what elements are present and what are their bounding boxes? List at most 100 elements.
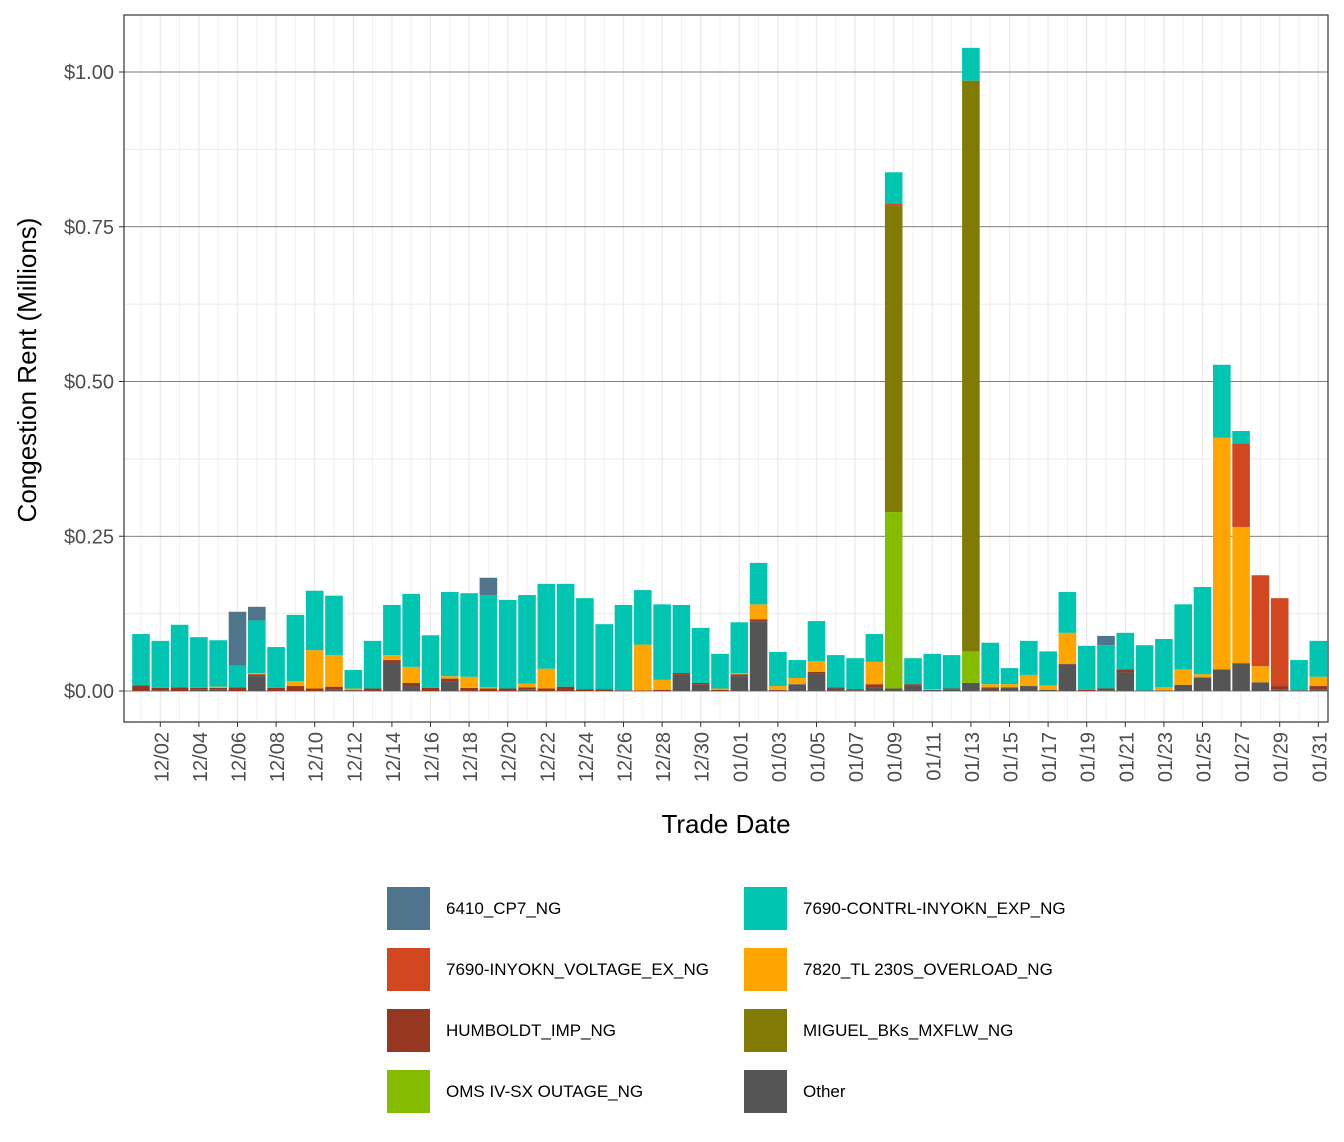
bar-segment (730, 673, 749, 675)
x-tick-label: 12/02 (151, 732, 173, 782)
stacked-bar-chart: $0.00 $0.25 $0.50 $0.75 $1.00 12/02 12/04 12/0… (12, 14, 1331, 839)
x-tick-label: 01/19 (1078, 732, 1100, 782)
bar-segment (132, 634, 150, 686)
x-tick-label: 01/29 (1271, 732, 1293, 782)
bar-segment (962, 80, 980, 652)
bar-segment (1232, 526, 1250, 664)
bar-segment (325, 686, 343, 690)
bar-segment (479, 687, 498, 689)
bar-segment (1116, 672, 1135, 691)
bar-segment (1039, 651, 1057, 686)
bar-segment (1309, 689, 1328, 691)
legend-swatch (387, 1009, 430, 1052)
bar-segment (769, 686, 787, 690)
x-tick-label: 01/25 (1194, 732, 1216, 782)
bar-segment (846, 689, 864, 691)
x-tick-label: 12/04 (190, 732, 212, 782)
bar-segment (981, 684, 999, 688)
bar-segment (248, 676, 266, 691)
bar-segment (846, 658, 864, 690)
bar-segment (691, 682, 710, 685)
bar-segment (1097, 645, 1115, 689)
bar-segment (441, 591, 459, 677)
legend-swatch (744, 948, 787, 991)
bar-segment (942, 689, 961, 691)
bar-segment (1290, 690, 1308, 691)
bar-segment (904, 658, 922, 685)
legend-label: OMS IV-SX OUTAGE_NG (446, 1081, 644, 1101)
bar-segment (923, 689, 942, 690)
bar-segment (653, 679, 671, 690)
bar-segment (749, 562, 768, 605)
bar-segment (1213, 437, 1231, 670)
bar-segment (1251, 575, 1270, 667)
bar-segment (421, 635, 440, 688)
y-tick-label: $0.50 (64, 372, 114, 394)
bar-segment (1213, 669, 1231, 691)
bar-segment (749, 621, 768, 691)
bar-segment (769, 690, 787, 691)
bar-segment (518, 595, 536, 684)
bar-segment (556, 686, 575, 691)
y-axis-title: Congestion Rent (Millions) (12, 218, 42, 523)
bar-segment (325, 655, 343, 687)
bar-segment (1232, 443, 1250, 527)
bar-segment (1058, 664, 1077, 691)
bar-segment (576, 689, 594, 691)
x-tick-label: 12/20 (499, 732, 521, 782)
legend-item: HUMBOLDT_IMP_NG (387, 1009, 744, 1052)
y-tick-label: $0.75 (64, 217, 114, 239)
bar-segment (537, 583, 556, 669)
legend-label: Other (803, 1081, 846, 1101)
bar-segment (865, 661, 884, 685)
bar-segment (228, 687, 247, 691)
bar-segment (286, 614, 305, 682)
bar-segment (479, 688, 498, 691)
bar-segment (209, 687, 227, 690)
bar-segment (1193, 674, 1212, 678)
x-tick-label: 01/09 (885, 732, 907, 782)
bar-segment (807, 673, 826, 691)
bar-segment (383, 604, 401, 656)
bar-segment (884, 172, 903, 204)
bar-segment (441, 678, 459, 682)
bar-segment (1135, 690, 1154, 691)
legend-item: 7690-INYOKN_VOLTAGE_EX_NG (387, 948, 744, 991)
bar-segment (827, 687, 845, 689)
bar-segment (1077, 689, 1096, 691)
x-tick-label: 01/23 (1155, 732, 1177, 782)
bar-segment (884, 512, 903, 689)
bar-segment (1193, 677, 1212, 691)
bar-segment (170, 687, 189, 691)
bar-segment (170, 624, 189, 688)
bar-segment (518, 683, 536, 688)
bar-segment (151, 690, 170, 691)
bar-segment (904, 684, 922, 686)
legend: 6410_CP7_NG 7690-CONTRL-INYOKN_EXP_NG 7690… (387, 887, 1104, 1113)
bar-segment (981, 687, 999, 689)
bar-segment (865, 687, 884, 691)
bar-segment (1000, 668, 1019, 685)
bar-segment (923, 689, 942, 691)
bar-segment (807, 621, 826, 662)
legend-swatch (744, 1009, 787, 1052)
bar-segment (1039, 685, 1057, 690)
x-tick-label: 12/18 (460, 732, 482, 782)
bar-segment (1097, 635, 1115, 646)
bar-segment (788, 684, 806, 691)
legend-item: 7820_TL 230S_OVERLOAD_NG (744, 948, 1104, 991)
bar-segment (691, 684, 710, 691)
legend-swatch (387, 1070, 430, 1113)
bar-segment (248, 620, 266, 674)
x-tick-label: 01/15 (1001, 732, 1023, 782)
bar-segment (962, 682, 980, 691)
bar-segment (305, 650, 324, 689)
x-tick-label: 12/12 (344, 732, 366, 782)
bar-segment (190, 687, 208, 690)
bar-segment (267, 687, 285, 691)
bar-segment (209, 689, 227, 691)
bar-segment (228, 665, 247, 688)
bar-segment (749, 619, 768, 622)
bar-segment (325, 595, 343, 656)
